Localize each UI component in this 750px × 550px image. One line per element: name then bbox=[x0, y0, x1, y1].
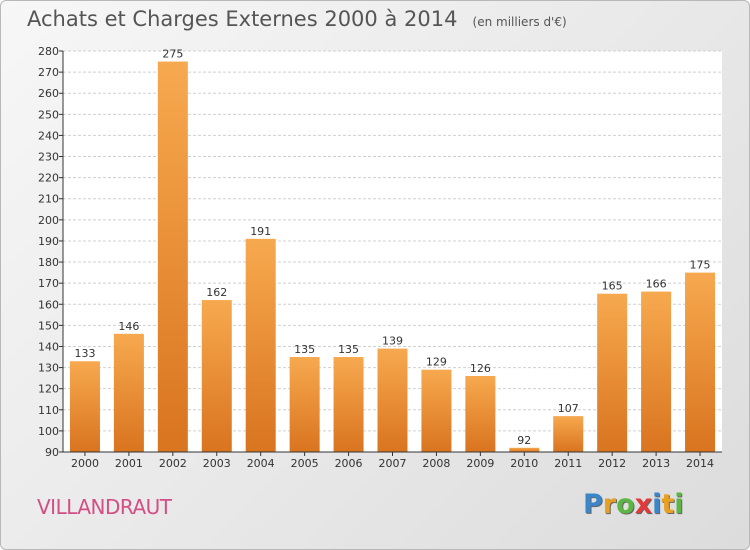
x-tick-label: 2002 bbox=[159, 457, 187, 470]
bar-value-label: 166 bbox=[646, 278, 667, 291]
y-tick-label: 160 bbox=[38, 298, 59, 311]
x-tick-label: 2005 bbox=[291, 457, 319, 470]
x-tick-label: 2010 bbox=[510, 457, 538, 470]
logo-letter: P bbox=[583, 489, 603, 520]
y-tick-label: 180 bbox=[38, 256, 59, 269]
bar-value-label: 107 bbox=[558, 402, 579, 415]
bar bbox=[641, 291, 672, 452]
logo-letter: x bbox=[634, 489, 653, 520]
bar-value-label: 146 bbox=[118, 320, 139, 333]
bar bbox=[333, 357, 364, 452]
bar bbox=[289, 357, 320, 452]
y-tick-label: 130 bbox=[38, 362, 59, 375]
bar-value-label: 133 bbox=[74, 347, 95, 360]
title-row: Achats et Charges Externes 2000 à 2014 (… bbox=[27, 7, 567, 31]
y-tick-label: 260 bbox=[38, 87, 59, 100]
bar bbox=[553, 416, 584, 452]
x-tick-label: 2009 bbox=[466, 457, 494, 470]
bar bbox=[597, 293, 628, 452]
x-tick-label: 2007 bbox=[379, 457, 407, 470]
y-tick-label: 210 bbox=[38, 193, 59, 206]
place-name: VILLANDRAUT bbox=[37, 495, 172, 519]
y-tick-label: 200 bbox=[38, 214, 59, 227]
y-tick-label: 150 bbox=[38, 319, 59, 332]
x-tick-label: 2000 bbox=[71, 457, 99, 470]
y-tick-label: 100 bbox=[38, 425, 59, 438]
logo-letter: i bbox=[652, 489, 662, 520]
logo-letter: r bbox=[602, 489, 617, 520]
bar bbox=[113, 333, 144, 452]
bar bbox=[245, 238, 276, 452]
bar-value-label: 139 bbox=[382, 335, 403, 348]
logo-letter: t bbox=[661, 489, 675, 520]
bar-value-label: 135 bbox=[338, 343, 359, 356]
bar bbox=[69, 361, 100, 452]
y-tick-label: 230 bbox=[38, 151, 59, 164]
chart-title: Achats et Charges Externes 2000 à 2014 bbox=[27, 7, 458, 31]
bar-value-label: 165 bbox=[602, 280, 623, 293]
bar-value-label: 135 bbox=[294, 343, 315, 356]
proxiti-logo[interactable]: Proxiti bbox=[583, 489, 684, 520]
bar bbox=[421, 369, 452, 452]
axes: 90 100 110 120 130 140 150 160 170 180 190 200 210 22… bbox=[38, 45, 722, 470]
y-tick-label: 190 bbox=[38, 235, 59, 248]
x-tick-label: 2012 bbox=[598, 457, 626, 470]
y-tick-label: 280 bbox=[38, 45, 59, 58]
x-tick-label: 2001 bbox=[115, 457, 143, 470]
y-tick-label: 90 bbox=[45, 446, 59, 459]
bar-value-label: 175 bbox=[690, 259, 711, 272]
y-tick-label: 220 bbox=[38, 172, 59, 185]
bar-value-label: 162 bbox=[206, 286, 227, 299]
bar bbox=[685, 272, 716, 452]
logo-letter: o bbox=[616, 489, 635, 520]
x-tick-label: 2006 bbox=[335, 457, 363, 470]
bar-value-label: 126 bbox=[470, 362, 491, 375]
logo-letter: i bbox=[674, 489, 684, 520]
bar-value-label: 129 bbox=[426, 356, 447, 369]
bar bbox=[201, 300, 232, 452]
bars: 133 146 275 162 191 135 135 139 129 126 92 107 165 16… bbox=[69, 48, 716, 452]
x-tick-label: 2013 bbox=[642, 457, 670, 470]
bar-value-label: 92 bbox=[517, 434, 531, 447]
y-tick-label: 140 bbox=[38, 340, 59, 353]
bar bbox=[157, 61, 188, 452]
bar bbox=[377, 348, 408, 452]
y-tick-label: 110 bbox=[38, 404, 59, 417]
bar-value-label: 275 bbox=[162, 48, 183, 61]
chart-subtitle: (en milliers d'€) bbox=[472, 15, 567, 29]
y-tick-label: 240 bbox=[38, 129, 59, 142]
bar bbox=[509, 447, 540, 452]
bar bbox=[465, 376, 496, 452]
y-tick-label: 120 bbox=[38, 383, 59, 396]
x-tick-label: 2014 bbox=[686, 457, 714, 470]
bar-value-label: 191 bbox=[250, 225, 271, 238]
y-tick-label: 250 bbox=[38, 108, 59, 121]
x-tick-label: 2003 bbox=[203, 457, 231, 470]
x-tick-label: 2004 bbox=[247, 457, 275, 470]
y-tick-label: 170 bbox=[38, 277, 59, 290]
y-tick-label: 270 bbox=[38, 66, 59, 79]
x-tick-label: 2008 bbox=[422, 457, 450, 470]
x-tick-label: 2011 bbox=[554, 457, 582, 470]
